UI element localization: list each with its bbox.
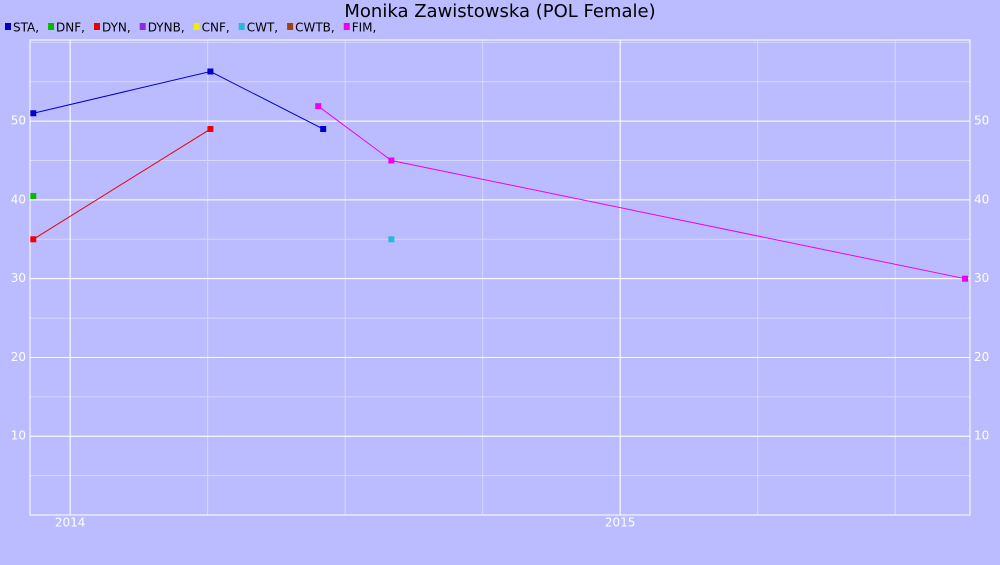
- chart-title: Monika Zawistowska (POL Female): [344, 1, 655, 22]
- legend-label: DNF,: [56, 21, 85, 35]
- point: [30, 110, 37, 117]
- point: [207, 68, 214, 75]
- legend-swatch: [5, 23, 11, 30]
- legend-label: CWT,: [247, 21, 278, 35]
- y2-tick-label: 50: [974, 114, 989, 128]
- legend-label: STA,: [13, 21, 39, 35]
- point: [962, 275, 969, 282]
- y2-tick-label: 20: [974, 350, 989, 364]
- y-tick-label: 30: [11, 271, 26, 285]
- point: [315, 103, 322, 110]
- x-tick-label: 2015: [605, 516, 636, 530]
- legend-label: DYN,: [102, 21, 131, 35]
- y-tick-label: 50: [11, 114, 26, 128]
- legend-label: DYNB,: [148, 21, 185, 35]
- series-line: [317, 105, 966, 280]
- legend-swatch: [343, 23, 350, 30]
- point: [30, 236, 37, 243]
- point: [388, 236, 395, 243]
- point: [30, 192, 37, 199]
- y-tick-label: 10: [11, 429, 26, 443]
- legend-swatch: [193, 23, 200, 30]
- point: [320, 126, 327, 133]
- x-tick-label: 2014: [55, 516, 86, 530]
- legend-swatch: [93, 23, 100, 30]
- y-tick-label: 40: [11, 192, 26, 206]
- y-tick-label: 20: [11, 350, 26, 364]
- y2-tick-label: 30: [974, 271, 989, 285]
- legend-swatch: [287, 23, 294, 30]
- point: [388, 157, 395, 164]
- series-line: [33, 70, 324, 130]
- legend-swatch: [238, 23, 245, 30]
- legend-label: CNF,: [202, 21, 230, 35]
- plot-frame: [29, 39, 971, 516]
- y2-tick-label: 40: [974, 192, 989, 206]
- point: [207, 126, 214, 133]
- legend-swatch: [48, 23, 55, 30]
- legend-swatch: [139, 23, 146, 30]
- legend-label: CWTB,: [295, 21, 335, 35]
- y2-tick-label: 10: [974, 429, 989, 443]
- legend-label: FIM,: [352, 21, 377, 35]
- series-line: [33, 128, 211, 240]
